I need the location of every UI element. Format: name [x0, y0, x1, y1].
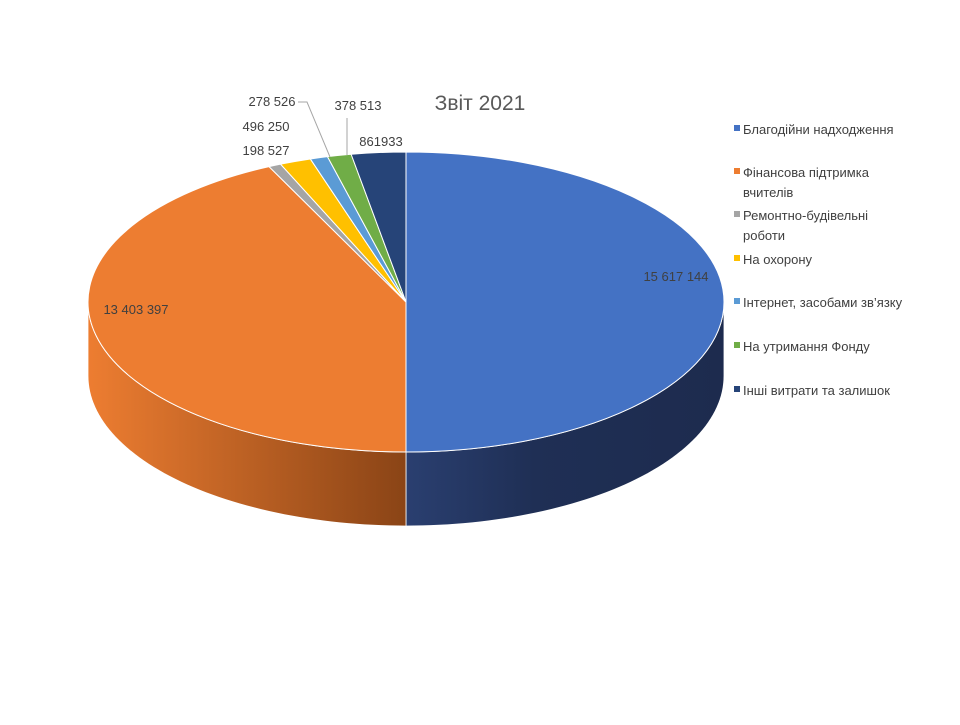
slice-6-value-label: 378 513: [335, 98, 382, 113]
legend-swatch: [734, 386, 740, 392]
pie-top: [87, 151, 725, 453]
legend-item-1: Благодійни надходження: [734, 122, 894, 137]
legend-label: Інтернет, засобами зв’язку: [743, 295, 903, 310]
legend-label: Ремонтно-будівельні: [743, 208, 868, 223]
legend-label: вчителів: [743, 185, 793, 200]
legend-swatch: [734, 168, 740, 174]
legend-label: Благодійни надходження: [743, 122, 894, 137]
slice-3-value-label: 198 527: [243, 143, 290, 158]
slice-2-top: [87, 166, 407, 453]
slice-5-value-label: 278 526: [249, 94, 296, 109]
legend-swatch: [734, 125, 740, 131]
legend-item-2: Фінансова підтримка вчителів: [734, 165, 870, 200]
legend-label: На утримання Фонду: [743, 339, 870, 354]
legend-item-3: Ремонтно-будівельні роботи: [734, 208, 868, 243]
legend-item-6: На утримання Фонду: [734, 339, 870, 354]
legend-item-4: На охорону: [734, 252, 813, 267]
slice-1-value-label: 15 617 144: [643, 269, 708, 284]
legend-item-7: Інші витрати та залишок: [734, 383, 890, 398]
legend-label: Інші витрати та залишок: [743, 383, 890, 398]
slice-7-top: [350, 151, 407, 303]
legend-label: роботи: [743, 228, 785, 243]
legend-label: На охорону: [743, 252, 813, 267]
data-labels: 15 617 144 13 403 397 198 527 496 250 278 52…: [103, 94, 708, 317]
legend: Благодійни надходження Фінансова підтримк…: [734, 122, 903, 398]
slice-5-leader-line: [298, 101, 331, 158]
slice-2-value-label: 13 403 397: [103, 302, 168, 317]
chart-title: Звіт 2021: [435, 92, 526, 115]
legend-swatch: [734, 255, 740, 261]
slice-4-value-label: 496 250: [243, 119, 290, 134]
slice-1-top: [405, 151, 725, 453]
legend-swatch: [734, 342, 740, 348]
legend-swatch: [734, 211, 740, 217]
leader-lines: [298, 101, 348, 158]
slice-7-value-label: 861933: [359, 134, 402, 149]
legend-swatch: [734, 298, 740, 304]
legend-label: Фінансова підтримка: [743, 165, 870, 180]
legend-item-5: Інтернет, засобами зв’язку: [734, 295, 903, 310]
